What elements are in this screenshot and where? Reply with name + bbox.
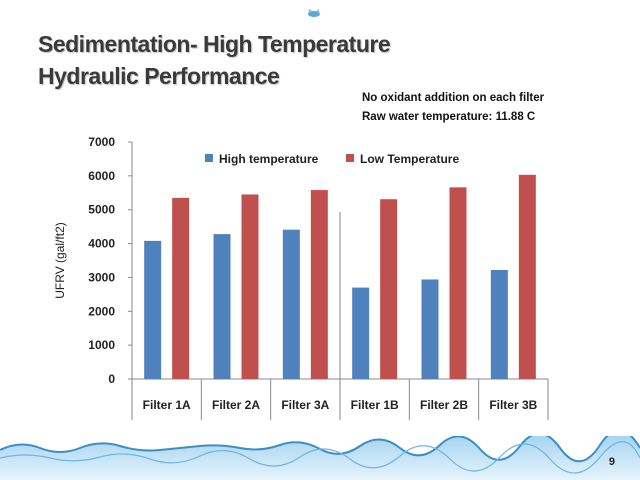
chart-axes: 0 1000 2000 3000 4000 5000 6000 7000 UFRV (gal/f…	[53, 135, 549, 420]
bar-high-temperature	[282, 229, 300, 379]
bar-low-temperature	[241, 194, 259, 379]
bar-low-temperature	[518, 174, 536, 379]
y-tick-label: 2000	[88, 304, 115, 318]
bar-low-temperature	[449, 187, 467, 379]
legend-label: Low Temperature	[360, 152, 459, 166]
slide-title: Sedimentation- High Temperature Hydrauli…	[38, 28, 391, 92]
bar-low-temperature	[172, 197, 190, 379]
y-tick-label: 1000	[88, 338, 115, 352]
water-drop-icon	[308, 9, 320, 17]
x-category-label: Filter 3A	[281, 398, 329, 412]
y-tick-label: 7000	[88, 135, 115, 149]
bar-low-temperature	[310, 190, 328, 379]
slide-title-line-2: Hydraulic Performance	[38, 63, 280, 89]
y-axis-title: UFRV (gal/ft2)	[53, 222, 67, 298]
note-oxidant: No oxidant addition on each filter	[362, 92, 545, 104]
note-raw-water-temperature: Raw water temperature: 11.88 C	[362, 111, 536, 123]
y-tick-label: 5000	[88, 203, 115, 217]
bar-low-temperature	[380, 199, 398, 379]
legend-label: High temperature	[219, 152, 319, 166]
legend-swatch	[346, 154, 354, 162]
x-category-label: Filter 2B	[420, 398, 468, 412]
page-number: 9	[608, 456, 615, 468]
slide-title-line-1: Sedimentation- High Temperature	[38, 31, 391, 57]
chart-notes: No oxidant addition on each filter Raw w…	[362, 89, 544, 127]
legend-swatch	[205, 154, 213, 162]
y-tick-label: 4000	[88, 237, 115, 251]
chart-legend: High temperature Low Temperature	[205, 152, 459, 166]
y-tick-label: 0	[108, 372, 115, 386]
bar-high-temperature	[352, 287, 370, 379]
bar-chart: 0 1000 2000 3000 4000 5000 6000 7000 UFRV (gal/f…	[53, 135, 549, 420]
x-category-label: Filter 1B	[351, 398, 399, 412]
bar-high-temperature	[421, 279, 439, 379]
y-tick-label: 3000	[88, 270, 115, 284]
y-tick-label: 6000	[88, 169, 115, 183]
bar-high-temperature	[490, 269, 508, 379]
x-category-label: Filter 2A	[212, 398, 260, 412]
x-category-label: Filter 3B	[489, 398, 537, 412]
water-wave-icon	[0, 436, 640, 480]
bar-high-temperature	[144, 240, 162, 379]
chart-bars	[144, 174, 536, 379]
x-category-label: Filter 1A	[143, 398, 191, 412]
bar-high-temperature	[213, 234, 231, 379]
